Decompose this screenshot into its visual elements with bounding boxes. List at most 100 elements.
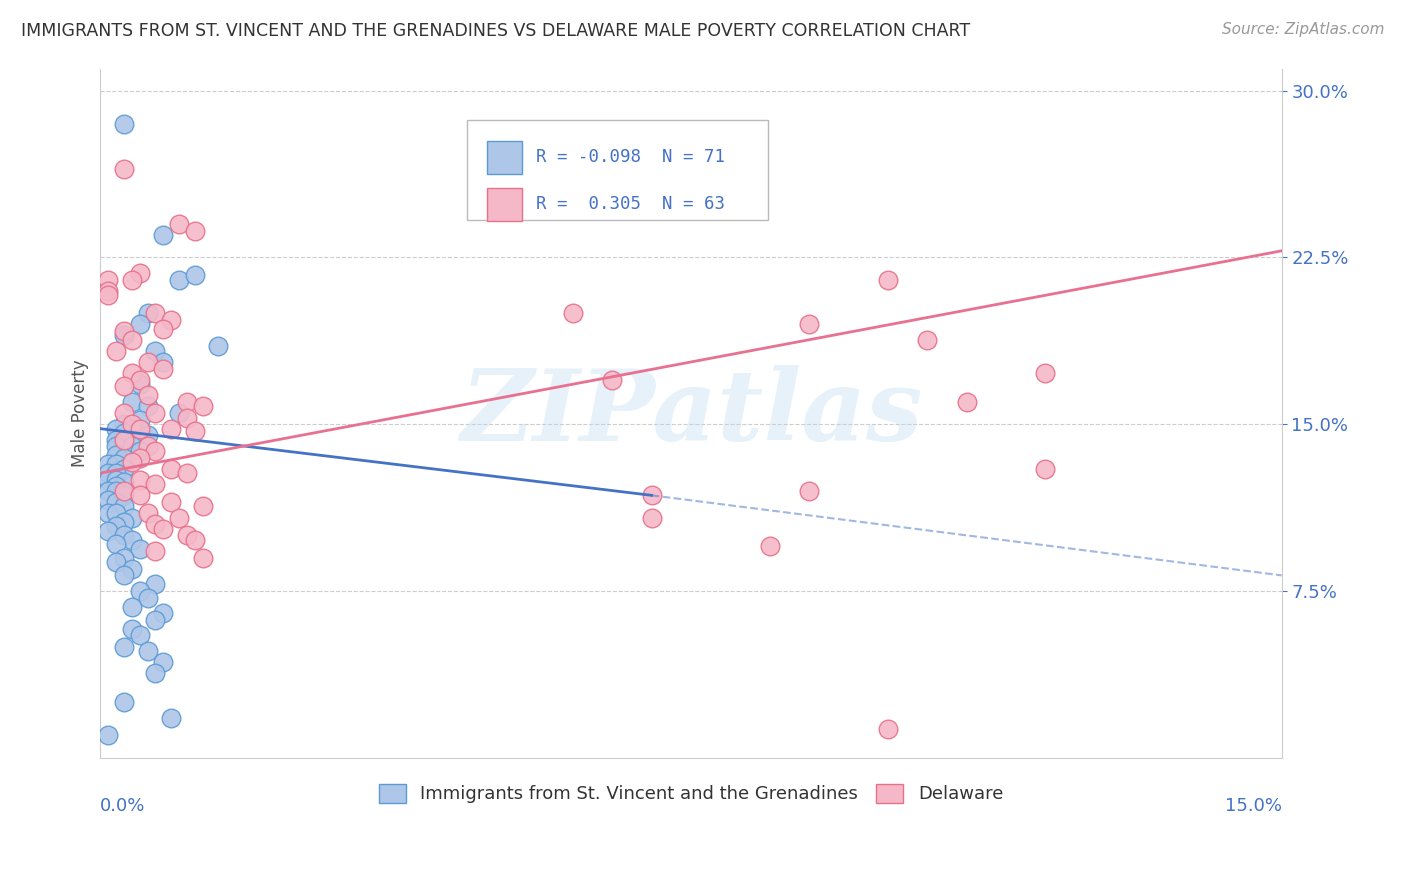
Text: 0.0%: 0.0% — [100, 797, 146, 814]
Point — [160, 495, 183, 509]
Point — [112, 515, 135, 529]
Point — [160, 312, 183, 326]
Point — [97, 728, 120, 742]
Point — [176, 466, 198, 480]
Point — [112, 117, 135, 131]
Point — [112, 500, 135, 514]
Point — [1035, 461, 1057, 475]
Point — [105, 466, 128, 480]
Point — [121, 366, 143, 380]
Point — [121, 273, 143, 287]
Point — [128, 413, 150, 427]
Y-axis label: Male Poverty: Male Poverty — [72, 359, 89, 467]
Point — [121, 622, 143, 636]
Point — [184, 224, 207, 238]
Point — [105, 555, 128, 569]
Point — [112, 379, 135, 393]
Point — [97, 483, 120, 498]
Point — [207, 339, 229, 353]
Point — [112, 640, 135, 654]
Point — [112, 568, 135, 582]
Point — [105, 537, 128, 551]
Point — [97, 473, 120, 487]
Point — [145, 666, 167, 681]
Text: 15.0%: 15.0% — [1225, 797, 1282, 814]
Point — [136, 644, 159, 658]
Point — [640, 488, 662, 502]
Point — [105, 519, 128, 533]
FancyBboxPatch shape — [486, 187, 522, 221]
Point — [121, 333, 143, 347]
Point — [759, 540, 782, 554]
Point — [112, 433, 135, 447]
Point — [112, 450, 135, 465]
Point — [105, 343, 128, 358]
Point — [152, 655, 174, 669]
Text: Source: ZipAtlas.com: Source: ZipAtlas.com — [1222, 22, 1385, 37]
Point — [112, 406, 135, 420]
Point — [112, 483, 135, 498]
Point — [600, 373, 623, 387]
Point — [105, 483, 128, 498]
FancyBboxPatch shape — [467, 120, 768, 220]
Point — [105, 422, 128, 436]
Point — [105, 479, 128, 493]
Point — [105, 473, 128, 487]
Point — [121, 562, 143, 576]
Point — [561, 306, 583, 320]
Point — [152, 361, 174, 376]
Point — [136, 439, 159, 453]
Point — [917, 333, 939, 347]
Point — [136, 428, 159, 442]
Point — [152, 228, 174, 243]
Point — [167, 217, 190, 231]
Point — [105, 439, 128, 453]
Point — [128, 317, 150, 331]
Point — [191, 400, 214, 414]
Point — [105, 457, 128, 471]
Point — [97, 506, 120, 520]
Point — [152, 321, 174, 335]
Point — [136, 355, 159, 369]
Point — [112, 528, 135, 542]
Text: R =  0.305  N = 63: R = 0.305 N = 63 — [536, 195, 725, 213]
Point — [112, 550, 135, 565]
Point — [136, 400, 159, 414]
Point — [145, 306, 167, 320]
Point — [152, 522, 174, 536]
Point — [97, 492, 120, 507]
Point — [152, 355, 174, 369]
Point — [128, 443, 150, 458]
Point — [112, 488, 135, 502]
Point — [799, 483, 821, 498]
Point — [112, 435, 135, 450]
Point — [128, 541, 150, 556]
Point — [121, 510, 143, 524]
Text: R = -0.098  N = 71: R = -0.098 N = 71 — [536, 148, 725, 167]
Point — [145, 443, 167, 458]
Point — [145, 517, 167, 532]
Legend: Immigrants from St. Vincent and the Grenadines, Delaware: Immigrants from St. Vincent and the Gren… — [371, 777, 1011, 811]
Point — [877, 273, 900, 287]
Point — [176, 410, 198, 425]
Point — [167, 273, 190, 287]
Point — [112, 324, 135, 338]
Point — [191, 550, 214, 565]
Point — [112, 426, 135, 441]
Point — [145, 544, 167, 558]
Point — [799, 317, 821, 331]
Point — [1035, 366, 1057, 380]
Point — [128, 377, 150, 392]
Text: ZIPatlas: ZIPatlas — [460, 365, 922, 461]
Point — [112, 475, 135, 489]
Point — [136, 388, 159, 402]
Point — [97, 466, 120, 480]
Point — [128, 373, 150, 387]
Point — [145, 577, 167, 591]
Point — [121, 455, 143, 469]
Point — [128, 473, 150, 487]
Point — [97, 524, 120, 538]
Point — [956, 395, 979, 409]
Point — [112, 461, 135, 475]
Point — [112, 695, 135, 709]
